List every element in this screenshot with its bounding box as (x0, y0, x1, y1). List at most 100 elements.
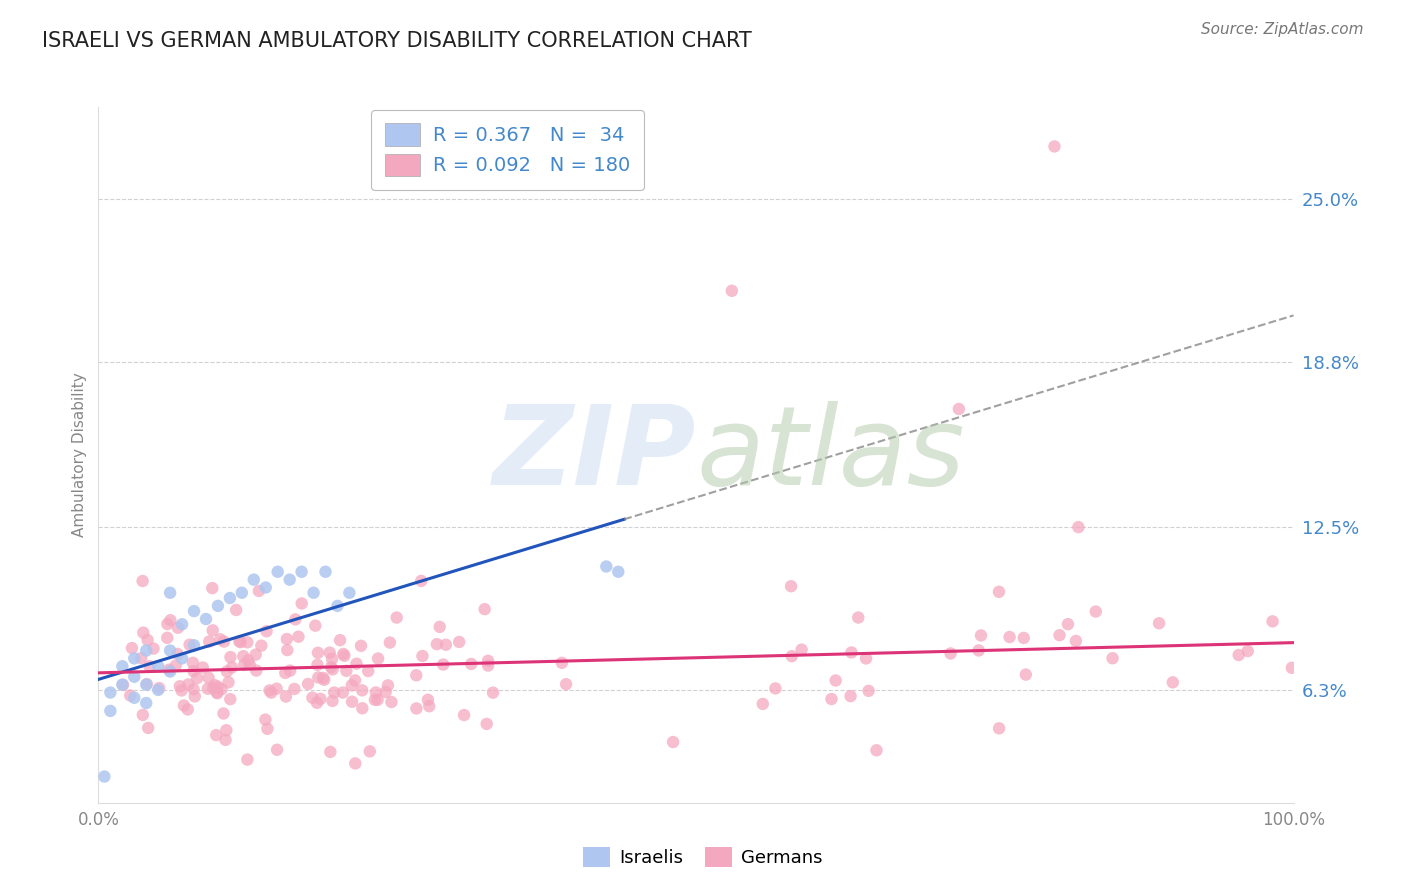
Point (217, 675, 239, 690)
Point (131, 574, 153, 588)
Point (307, 657, 329, 672)
Point (169, 679, 191, 693)
Point (132, 625, 155, 640)
Point (319, 745, 342, 759)
Point (307, 646, 329, 660)
Point (595, 559, 617, 574)
Point (207, 686, 229, 700)
Point (301, 690, 323, 705)
Point (1067, 520, 1090, 534)
Point (340, 695, 363, 709)
Point (231, 586, 253, 600)
Point (1043, 139, 1066, 153)
Point (259, 683, 281, 698)
Point (477, 654, 499, 668)
Point (865, 743, 887, 757)
Point (377, 678, 399, 692)
Point (197, 671, 219, 685)
Point (1101, 651, 1123, 665)
Point (326, 599, 349, 613)
Point (346, 657, 368, 671)
Point (219, 591, 242, 605)
Text: Source: ZipAtlas.com: Source: ZipAtlas.com (1201, 22, 1364, 37)
Point (378, 635, 401, 649)
Point (411, 574, 433, 588)
Point (135, 677, 157, 691)
Point (364, 693, 387, 707)
Point (763, 681, 786, 696)
Point (136, 721, 159, 735)
Point (482, 686, 505, 700)
Point (662, 735, 685, 749)
Point (287, 630, 309, 644)
Point (988, 722, 1011, 736)
Point (418, 699, 440, 714)
Point (205, 685, 228, 699)
Point (998, 630, 1021, 644)
Point (283, 681, 305, 696)
Y-axis label: Ambulatory Disability: Ambulatory Disability (72, 373, 87, 537)
Point (1012, 631, 1035, 645)
Point (156, 631, 179, 645)
Point (111, 678, 134, 692)
Point (245, 664, 267, 678)
Point (307, 670, 329, 684)
Point (839, 689, 862, 703)
Point (221, 660, 243, 674)
Point (186, 671, 208, 685)
Legend: Israelis, Germans: Israelis, Germans (576, 839, 830, 874)
Point (256, 624, 278, 639)
Point (148, 681, 170, 695)
Point (256, 722, 278, 736)
Point (183, 604, 205, 618)
Text: ISRAELI VS GERMAN AMBULATORY DISABILITY CORRELATION CHART: ISRAELI VS GERMAN AMBULATORY DISABILITY … (42, 31, 752, 51)
Point (266, 743, 288, 757)
Point (367, 651, 389, 665)
Point (209, 632, 232, 647)
Point (205, 728, 228, 742)
Point (267, 565, 290, 579)
Point (278, 573, 301, 587)
Point (824, 673, 846, 688)
Text: ZIP: ZIP (492, 401, 696, 508)
Point (374, 685, 396, 699)
Point (344, 673, 367, 688)
Point (229, 635, 252, 649)
Point (555, 677, 578, 691)
Point (319, 646, 342, 660)
Point (987, 584, 1010, 599)
Point (183, 638, 205, 652)
Point (156, 617, 179, 632)
Point (183, 682, 205, 697)
Point (207, 599, 229, 613)
Point (179, 638, 201, 652)
Point (148, 659, 170, 673)
Point (232, 649, 254, 664)
Point (1015, 667, 1038, 681)
Point (233, 657, 256, 672)
Point (238, 653, 260, 667)
Point (304, 618, 326, 632)
Point (266, 681, 288, 696)
Point (1049, 628, 1071, 642)
Point (183, 664, 205, 678)
Point (198, 634, 221, 648)
Point (214, 732, 236, 747)
Point (321, 660, 343, 674)
Point (195, 612, 218, 626)
Point (405, 668, 427, 682)
Point (247, 583, 270, 598)
Point (332, 647, 354, 661)
Point (321, 652, 343, 666)
Point (173, 698, 195, 713)
Point (219, 692, 242, 706)
Point (207, 680, 229, 694)
Point (98, 704, 122, 718)
Point (1057, 617, 1080, 632)
Point (254, 581, 277, 595)
Point (364, 685, 387, 699)
Point (135, 643, 157, 657)
Point (350, 639, 373, 653)
Point (166, 647, 188, 661)
Point (551, 656, 574, 670)
